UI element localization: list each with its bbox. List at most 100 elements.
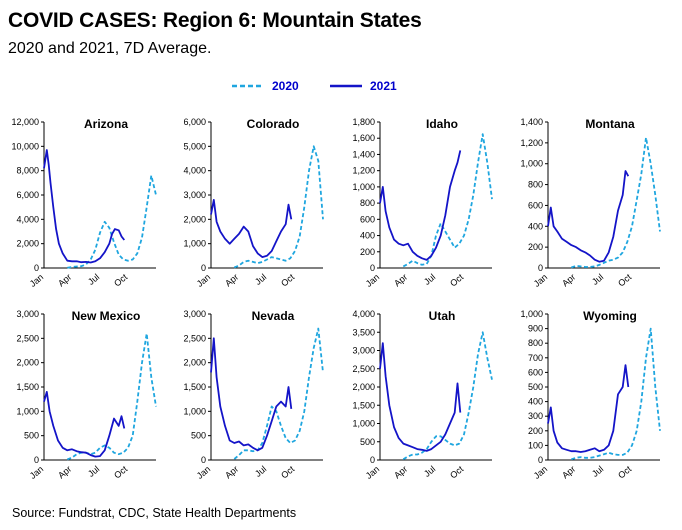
y-tick-label: 8,000 (16, 166, 39, 176)
x-tick-label: Jan (364, 464, 382, 481)
panel-arizona: 0 2,000 4,000 6,000 8,000 10,000 12,000 Jan Apr J… (11, 117, 157, 289)
x-tick-label: Jul (86, 464, 101, 479)
y-tick-label: 800 (360, 198, 375, 208)
y-tick-label: 5,000 (183, 141, 206, 151)
series-line-2021 (210, 337, 293, 452)
x-tick-label: Oct (279, 272, 297, 289)
panel-title: Colorado (247, 117, 300, 131)
x-tick-label: Apr (560, 464, 577, 481)
series-line-2020 (402, 331, 493, 461)
x-tick-label: Jan (28, 464, 46, 481)
chart-grid: 2020 2021 0 2,000 4,000 6,000 8,000 10,000 12,00… (11, 79, 661, 481)
series-line-2021 (547, 364, 630, 453)
y-tick-label: 1,000 (16, 406, 39, 416)
y-tick-label: 1,500 (352, 400, 375, 410)
x-tick-label: Apr (392, 464, 409, 481)
y-tick-label: 1,000 (183, 239, 206, 249)
y-tick-label: 1,000 (520, 159, 543, 169)
y-tick-label: 600 (528, 200, 543, 210)
y-tick-label: 400 (360, 231, 375, 241)
y-tick-label: 0 (538, 263, 543, 273)
x-tick-label: Jul (422, 464, 437, 479)
panel-title: Arizona (84, 117, 128, 131)
x-tick-label: Oct (616, 272, 634, 289)
panel-wyoming: 0 100 200 300 400 500 600 700 800 900 1,000 Jan Apr J… (520, 309, 661, 481)
y-tick-label: 2,500 (183, 333, 206, 343)
y-tick-label: 1,500 (16, 382, 39, 392)
x-tick-label: Oct (616, 464, 634, 481)
y-tick-label: 3,000 (183, 309, 206, 319)
y-tick-label: 2,000 (16, 358, 39, 368)
panel-title: New Mexico (72, 309, 141, 323)
y-tick-label: 1,000 (520, 309, 543, 319)
y-tick-label: 700 (528, 353, 543, 363)
y-tick-label: 3,000 (183, 190, 206, 200)
y-tick-label: 200 (528, 242, 543, 252)
series-line-2021 (43, 390, 126, 458)
y-tick-label: 1,400 (352, 149, 375, 159)
y-tick-label: 800 (528, 180, 543, 190)
series-line-2020 (67, 174, 157, 269)
y-tick-label: 1,500 (183, 382, 206, 392)
y-tick-label: 1,000 (352, 419, 375, 429)
series-line-2020 (571, 136, 661, 269)
x-tick-label: Apr (560, 272, 577, 289)
panel-utah: 0 500 1,000 1,500 2,000 2,500 3,000 3,500 4,000 J… (352, 309, 493, 481)
y-tick-label: 10,000 (11, 141, 39, 151)
x-tick-label: Apr (56, 464, 73, 481)
y-tick-label: 4,000 (183, 166, 206, 176)
series-line-2020 (233, 327, 324, 460)
panel-title: Wyoming (583, 309, 637, 323)
panel-colorado: 0 1,000 2,000 3,000 4,000 5,000 6,000 Jan Apr Jul… (183, 117, 324, 289)
y-tick-label: 1,200 (520, 138, 543, 148)
panel-title: Idaho (426, 117, 458, 131)
legend-label-2020: 2020 (272, 79, 299, 93)
x-tick-label: Apr (223, 272, 240, 289)
y-tick-label: 0 (34, 263, 39, 273)
y-tick-label: 0 (370, 455, 375, 465)
y-tick-label: 1,000 (352, 182, 375, 192)
y-tick-label: 3,500 (352, 327, 375, 337)
x-tick-label: Jan (28, 272, 46, 289)
y-tick-label: 600 (360, 214, 375, 224)
x-tick-label: Jul (590, 272, 605, 287)
x-tick-label: Jan (195, 272, 213, 289)
y-tick-label: 0 (201, 263, 206, 273)
panel-nevada: 0 500 1,000 1,500 2,000 2,500 3,000 Jan Apr Jul Oc… (183, 309, 324, 481)
x-tick-label: Jul (422, 272, 437, 287)
y-tick-label: 900 (528, 324, 543, 334)
x-tick-label: Jul (590, 464, 605, 479)
y-tick-label: 3,000 (352, 346, 375, 356)
panel-new-mexico: 0 500 1,000 1,500 2,000 2,500 3,000 Jan Apr Jul Oc… (16, 309, 157, 481)
panel-title: Montana (585, 117, 635, 131)
series-line-2020 (233, 145, 324, 269)
chart-title: COVID CASES: Region 6: Mountain States (8, 9, 422, 32)
y-tick-label: 200 (528, 426, 543, 436)
series-line-2021 (43, 149, 126, 264)
x-tick-label: Jan (532, 272, 550, 289)
x-tick-label: Apr (392, 272, 409, 289)
y-tick-label: 500 (360, 437, 375, 447)
y-tick-label: 6,000 (183, 117, 206, 127)
x-tick-label: Jul (253, 464, 268, 479)
series-line-2020 (571, 327, 661, 461)
x-tick-label: Oct (112, 272, 130, 289)
x-tick-label: Jan (364, 272, 382, 289)
series-line-2020 (66, 332, 157, 461)
legend-label-2021: 2021 (370, 79, 397, 93)
y-tick-label: 2,500 (16, 333, 39, 343)
y-tick-label: 1,800 (352, 117, 375, 127)
series-line-2021 (547, 170, 630, 263)
x-tick-label: Apr (223, 464, 240, 481)
y-tick-label: 0 (370, 263, 375, 273)
series-line-2021 (379, 150, 462, 261)
x-tick-label: Apr (56, 272, 73, 289)
panel-title: Nevada (252, 309, 295, 323)
x-tick-label: Oct (448, 464, 466, 481)
y-tick-label: 500 (528, 382, 543, 392)
source-note: Source: Fundstrat, CDC, State Health Dep… (12, 506, 297, 520)
y-tick-label: 200 (360, 247, 375, 257)
chart-subtitle: 2020 and 2021, 7D Average. (8, 40, 212, 57)
y-tick-label: 2,000 (16, 239, 39, 249)
y-tick-label: 3,000 (16, 309, 39, 319)
